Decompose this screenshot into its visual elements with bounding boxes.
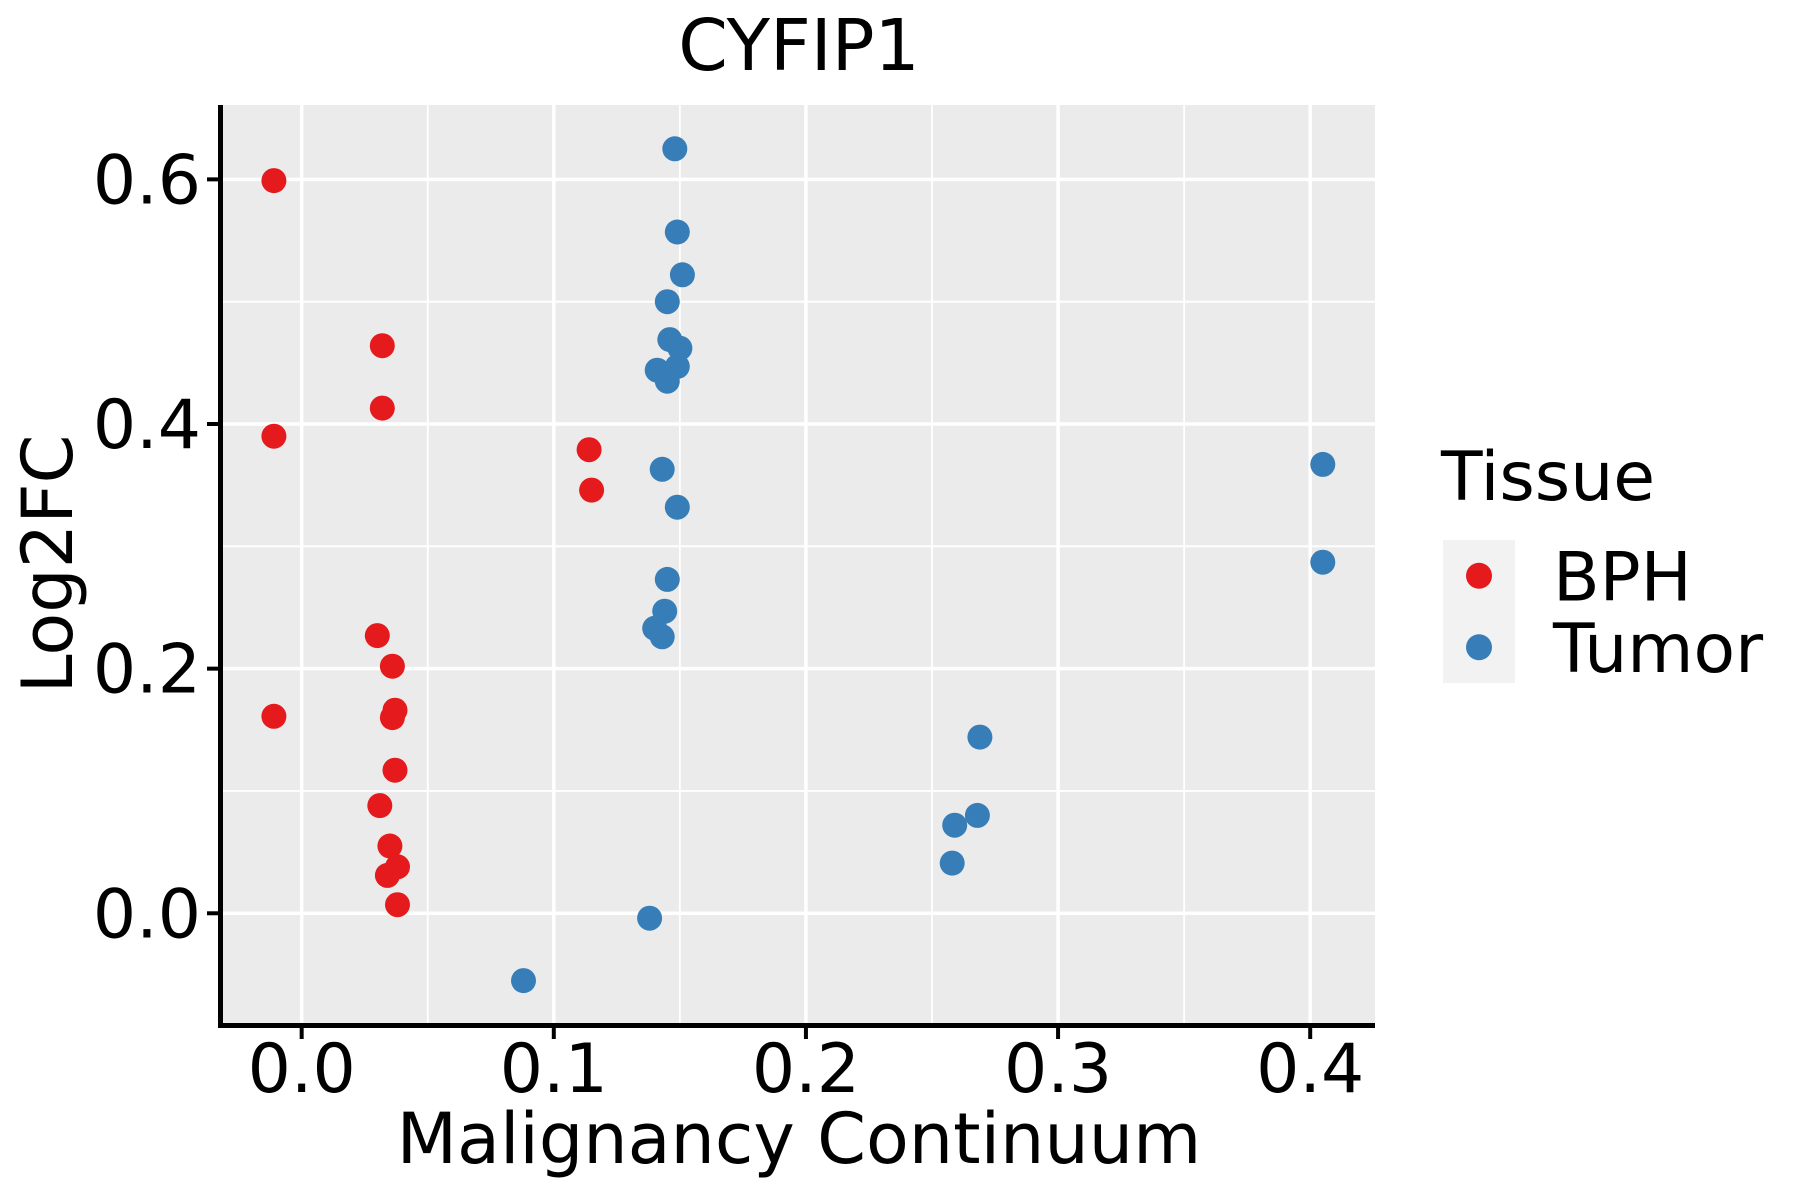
data-point-bph bbox=[379, 653, 405, 679]
data-point-bph bbox=[261, 423, 287, 449]
x-tick-label: 0.3 bbox=[1004, 1030, 1112, 1109]
data-point-tumor bbox=[664, 219, 690, 245]
data-point-tumor bbox=[964, 802, 990, 828]
x-tick-label: 0.0 bbox=[248, 1030, 356, 1109]
data-point-bph bbox=[379, 705, 405, 731]
data-point-bph bbox=[374, 862, 400, 888]
data-point-bph bbox=[261, 168, 287, 194]
data-point-bph bbox=[369, 395, 395, 421]
gridlines-major bbox=[223, 105, 1375, 1023]
legend-marker-tumor bbox=[1466, 634, 1492, 661]
data-point-tumor bbox=[649, 456, 675, 482]
y-tick-label: 0.0 bbox=[93, 875, 201, 954]
data-point-bph bbox=[385, 892, 410, 918]
data-point-tumor bbox=[1310, 451, 1336, 477]
data-point-tumor bbox=[942, 812, 968, 838]
data-point-tumor bbox=[654, 368, 680, 394]
data-point-tumor bbox=[637, 905, 663, 931]
data-points bbox=[261, 136, 1336, 994]
data-point-tumor bbox=[667, 335, 693, 361]
data-point-tumor bbox=[654, 289, 680, 315]
plot-title: CYFIP1 bbox=[678, 4, 919, 87]
data-point-bph bbox=[382, 757, 408, 783]
plot-panel bbox=[223, 105, 1375, 1023]
y-axis-label: Log2FC bbox=[7, 435, 89, 694]
data-point-bph bbox=[579, 477, 605, 503]
data-point-bph bbox=[367, 793, 393, 819]
axis-ticks bbox=[207, 177, 1313, 1039]
x-tick-label: 0.4 bbox=[1256, 1030, 1364, 1109]
data-point-bph bbox=[576, 437, 602, 463]
y-tick-label: 0.2 bbox=[93, 631, 201, 710]
data-point-tumor bbox=[669, 262, 695, 288]
legend-item-tumor: Tumor bbox=[1443, 610, 1763, 689]
data-point-bph bbox=[369, 333, 395, 359]
y-tick-label: 0.6 bbox=[93, 141, 201, 220]
data-point-tumor bbox=[649, 624, 675, 650]
y-tick-labels: 0.0 0.2 0.4 0.6 bbox=[93, 141, 201, 954]
data-point-bph bbox=[261, 703, 287, 729]
data-point-bph bbox=[377, 833, 403, 859]
legend-label: Tumor bbox=[1552, 610, 1763, 689]
legend-marker-bph bbox=[1466, 562, 1492, 589]
gridlines-minor bbox=[223, 105, 1375, 1023]
legend-title: Tissue bbox=[1440, 438, 1655, 517]
y-tick-label: 0.4 bbox=[93, 386, 201, 465]
data-point-tumor bbox=[1310, 549, 1336, 575]
x-tick-label: 0.2 bbox=[752, 1030, 860, 1109]
data-point-tumor bbox=[511, 968, 536, 994]
data-point-bph bbox=[364, 623, 390, 649]
x-tick-label: 0.1 bbox=[500, 1030, 608, 1109]
x-tick-labels: 0.0 0.1 0.2 0.3 0.4 bbox=[248, 1030, 1365, 1109]
legend-item-bph: BPH bbox=[1443, 538, 1692, 617]
x-axis-label: Malignancy Continuum bbox=[397, 1098, 1202, 1180]
legend-label: BPH bbox=[1553, 538, 1692, 617]
data-point-tumor bbox=[939, 850, 965, 876]
data-point-tumor bbox=[662, 136, 688, 162]
data-point-tumor bbox=[664, 494, 690, 520]
data-point-tumor bbox=[967, 724, 993, 750]
data-point-tumor bbox=[654, 566, 680, 592]
